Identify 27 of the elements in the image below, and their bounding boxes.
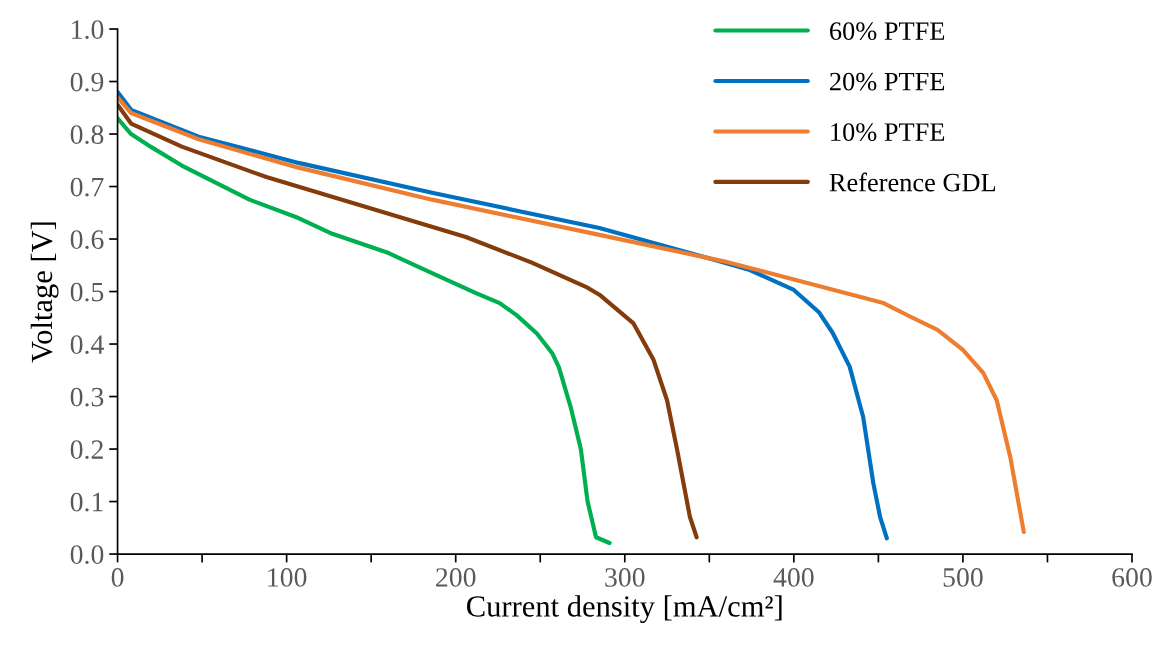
y-tick-label: 0.5 <box>70 282 104 302</box>
line-series <box>117 116 612 546</box>
line-series <box>117 102 699 540</box>
y-tick-label: 1.0 <box>72 20 104 40</box>
x-tick-label: 300 <box>605 568 645 587</box>
y-tick-label: 0.3 <box>70 387 104 407</box>
y-tick-label: 0.4 <box>70 335 104 355</box>
x-tick-label: 100 <box>268 568 307 587</box>
y-tick-label: 0.7 <box>70 177 104 197</box>
x-tick-label: 200 <box>436 568 476 587</box>
y-tick-label: 0.1 <box>70 492 103 512</box>
x-axis-title: Current density [mA/cm²] <box>467 595 782 624</box>
x-tick-label: 600 <box>1112 568 1152 587</box>
y-axis-title: Voltage [V] <box>30 222 59 363</box>
legend-label: 60% PTFE <box>830 22 945 41</box>
y-tick-label: 0.2 <box>70 440 103 460</box>
y-tick-label: 0.0 <box>70 545 104 565</box>
legend-label: 10% PTFE <box>831 123 945 142</box>
legend-label: Reference GDL <box>829 172 996 192</box>
x-tick-label: 400 <box>773 568 814 587</box>
y-tick-label: 0.8 <box>70 125 104 145</box>
x-tick-label: 0 <box>111 568 124 587</box>
legend-label: 20% PTFE <box>830 72 945 91</box>
x-tick-label: 500 <box>943 568 983 587</box>
line-series <box>117 95 1026 535</box>
y-tick-label: 0.9 <box>70 72 104 92</box>
y-tick-label: 0.6 <box>70 230 104 250</box>
